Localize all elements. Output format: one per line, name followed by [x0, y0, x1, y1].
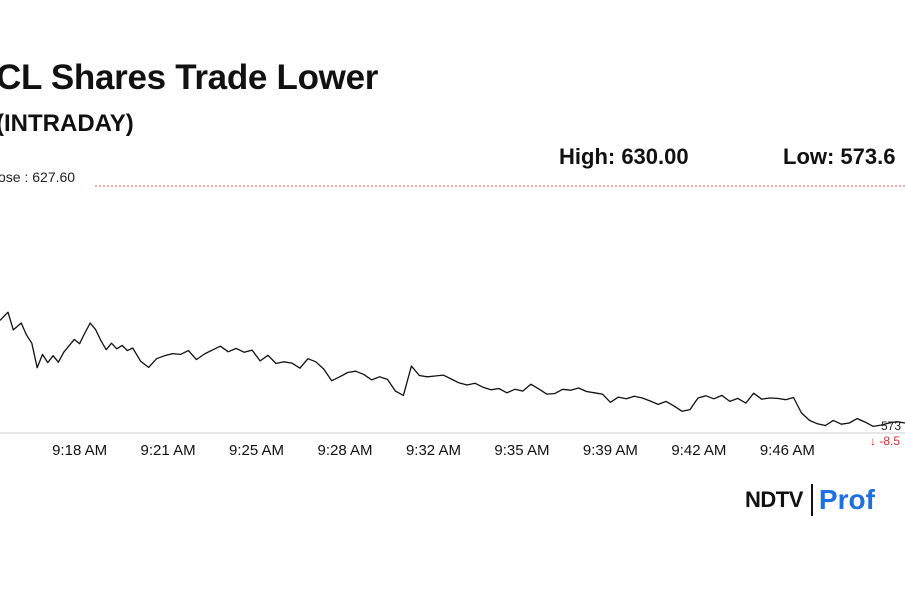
profit-logo-text: Prof — [818, 484, 875, 515]
low-value: Low: 573.6 — [783, 144, 896, 169]
intraday-line-chart: 9:18 AM 9:21 AM 9:25 AM 9:28 AM 9:32 AM 9:35 … — [0, 185, 905, 459]
high-value: High: 630.00 — [559, 144, 689, 169]
x-tick-label: 9:39 AM — [583, 442, 638, 459]
last-price-label: 573 — [881, 419, 902, 433]
x-tick-label: 9:42 AM — [671, 442, 726, 459]
x-tick-label: 9:28 AM — [317, 442, 372, 459]
x-tick-label: 9:35 AM — [494, 442, 549, 459]
logo-divider — [810, 484, 813, 516]
last-change-label: ↓ -8.5 — [870, 434, 901, 448]
previous-close-label: ose : 627.60 — [0, 169, 76, 185]
x-tick-label: 9:21 AM — [141, 442, 196, 459]
price-series-line — [0, 311, 905, 428]
x-tick-label: 9:46 AM — [760, 442, 815, 459]
x-tick-label: 9:25 AM — [229, 442, 284, 459]
x-tick-label: 9:18 AM — [52, 442, 107, 459]
x-axis-ticks: 9:18 AM 9:21 AM 9:25 AM 9:28 AM 9:32 AM 9:35 … — [52, 442, 815, 459]
chart-title: CL Shares Trade Lower — [0, 58, 379, 97]
chart-subtitle: (INTRADAY) — [0, 110, 134, 137]
ndtv-profit-logo: NDTV Prof — [745, 483, 875, 517]
x-tick-label: 9:32 AM — [406, 442, 461, 459]
ndtv-logo-text: NDTV — [745, 487, 803, 512]
